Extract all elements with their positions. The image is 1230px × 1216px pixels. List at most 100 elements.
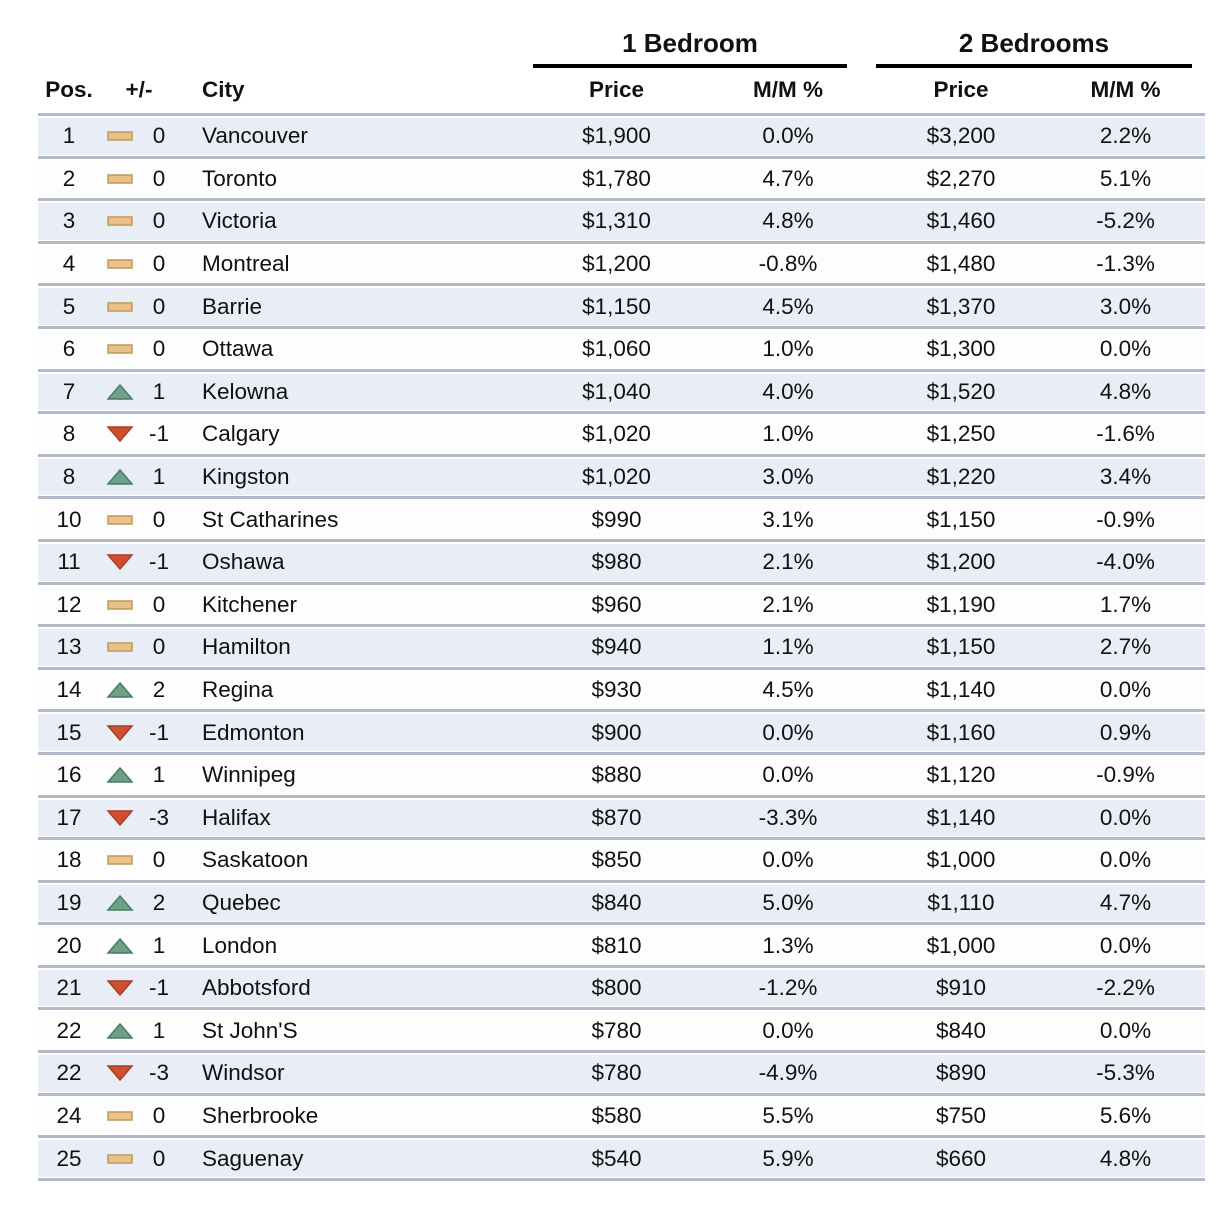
bed2-mm-cell: -0.9% (1096, 762, 1155, 788)
header-position: Pos. (45, 77, 93, 102)
city-cell: London (202, 932, 278, 958)
bed1-mm-cell: 4.7% (762, 165, 814, 191)
bed2-mm-cell: 0.0% (1099, 804, 1152, 830)
table-row: 1 0 Vancouver $1,900 0.0% $3,200 2.2% (38, 118, 1205, 155)
bed1-mm-cell: 3.1% (762, 506, 814, 532)
row-divider (38, 368, 1205, 372)
position-cell: 11 (57, 549, 81, 575)
table-row: 19 2 Quebec $840 5.0% $1,110 4.7% (38, 884, 1205, 922)
rank-change-icon-cell (100, 425, 140, 443)
bed2-price-cell: $1,190 (926, 591, 996, 617)
position-cell: 17 (56, 804, 82, 830)
position-cell: 22 (56, 1017, 82, 1043)
rank-change-value: 0 (152, 251, 166, 277)
rank-change-value: -3 (148, 804, 169, 830)
bed1-price-cell: $780 (591, 1017, 642, 1043)
row-divider (38, 666, 1205, 670)
bed2-mm-cell: 1.7% (1099, 591, 1152, 617)
bed1-mm-cell: 4.5% (762, 677, 814, 703)
rank-change-icon-cell (100, 809, 140, 827)
rank-change-icon-cell (100, 553, 140, 571)
rank-change-icon-cell (100, 724, 140, 742)
rank-change-value: 0 (152, 506, 166, 532)
row-divider (38, 538, 1205, 542)
rank-change-value: -3 (148, 1060, 169, 1086)
rank-change-value: 0 (152, 847, 166, 873)
rank-change-value: 0 (152, 293, 166, 319)
table-row: 3 0 Victoria $1,310 4.8% $1,460 -5.2% (38, 203, 1205, 240)
city-cell: Halifax (202, 804, 271, 830)
bed1-price-cell: $1,020 (582, 464, 651, 490)
rank-same-icon (107, 855, 133, 866)
bed2-price-cell: $1,160 (926, 719, 996, 745)
rank-change-value: -1 (148, 719, 169, 745)
rank-change-value: 1 (152, 1017, 166, 1043)
bed1-mm-cell: 5.9% (762, 1145, 814, 1171)
bed2-mm-cell: 3.4% (1099, 464, 1152, 490)
position-cell: 13 (56, 634, 82, 660)
position-cell: 5 (62, 293, 76, 319)
header-rank-change: +/- (125, 77, 153, 102)
rent-ranking-table: 1 Bedroom 2 Bedrooms Pos. +/- City Price… (38, 0, 1205, 1183)
table-body: 1 0 Vancouver $1,900 0.0% $3,200 2.2% 2 … (38, 113, 1205, 1181)
rank-change-icon-cell (100, 255, 140, 273)
table-row: 25 0 Saguenay $540 5.9% $660 4.8% (38, 1140, 1205, 1177)
bed1-mm-cell: 4.5% (762, 293, 814, 319)
bed1-mm-cell: 0.0% (762, 1017, 814, 1043)
table-row: 22 -3 Windsor $780 -4.9% $890 -5.3% (38, 1055, 1205, 1092)
row-divider (38, 794, 1205, 798)
bed2-price-cell: $660 (935, 1145, 987, 1171)
table-row: 2 0 Toronto $1,780 4.7% $2,270 5.1% (38, 160, 1205, 198)
position-cell: 25 (56, 1145, 82, 1171)
rank-change-icon-cell (100, 1107, 140, 1125)
bed1-price-cell: $930 (591, 677, 642, 703)
rank-change-icon-cell (100, 979, 140, 997)
row-divider (38, 198, 1205, 202)
rank-up-icon (106, 468, 134, 485)
table-row: 12 0 Kitchener $960 2.1% $1,190 1.7% (38, 586, 1205, 624)
city-cell: Victoria (202, 208, 277, 234)
rank-down-icon (106, 810, 134, 826)
bed1-price-cell: $1,900 (582, 123, 651, 149)
rank-down-icon (106, 724, 134, 741)
row-divider (38, 240, 1205, 244)
bed1-price-cell: $940 (591, 634, 642, 660)
rank-change-value: 1 (152, 464, 166, 490)
bed1-mm-cell: 5.5% (762, 1102, 814, 1128)
bed1-price-cell: $880 (591, 762, 642, 788)
table-row: 24 0 Sherbrooke $580 5.5% $750 5.6% (38, 1097, 1205, 1135)
bed2-price-cell: $1,250 (926, 421, 996, 447)
bed1-mm-cell: 0.0% (762, 847, 814, 873)
bed2-mm-cell: -5.3% (1096, 1060, 1155, 1086)
rank-change-value: 0 (152, 123, 166, 149)
bed1-mm-cell: 1.1% (762, 634, 814, 660)
city-cell: Toronto (202, 165, 278, 191)
bed2-mm-cell: -1.6% (1096, 421, 1155, 447)
rank-change-icon-cell (100, 511, 140, 529)
row-divider (38, 1135, 1205, 1139)
bed2-mm-cell: 4.7% (1099, 889, 1152, 915)
bed2-price-cell: $1,140 (926, 677, 996, 703)
bed2-mm-cell: -4.0% (1096, 549, 1155, 575)
rank-same-icon (107, 344, 133, 355)
table-row: 15 -1 Edmonton $900 0.0% $1,160 0.9% (38, 714, 1205, 751)
bed1-price-cell: $1,310 (582, 208, 651, 234)
bed2-price-cell: $1,220 (926, 464, 996, 490)
header-bed1-mm: M/M % (753, 77, 823, 102)
header-bed2-mm: M/M % (1090, 77, 1161, 102)
bed2-price-cell: $1,460 (926, 208, 996, 234)
rank-change-icon-cell (100, 894, 140, 912)
bed1-mm-cell: 0.0% (762, 762, 814, 788)
city-cell: Saskatoon (202, 847, 309, 873)
row-divider (38, 155, 1205, 159)
city-cell: Calgary (202, 421, 280, 447)
bed1-price-cell: $1,150 (582, 293, 651, 319)
row-divider (38, 283, 1205, 287)
rank-change-icon-cell (100, 937, 140, 955)
city-cell: Montreal (202, 251, 290, 277)
column-header-row: Pos. +/- City Price M/M % Price M/M % (38, 68, 1205, 112)
rank-down-icon (106, 1065, 134, 1082)
bed2-mm-cell: 5.6% (1099, 1102, 1152, 1128)
row-divider (38, 496, 1205, 500)
